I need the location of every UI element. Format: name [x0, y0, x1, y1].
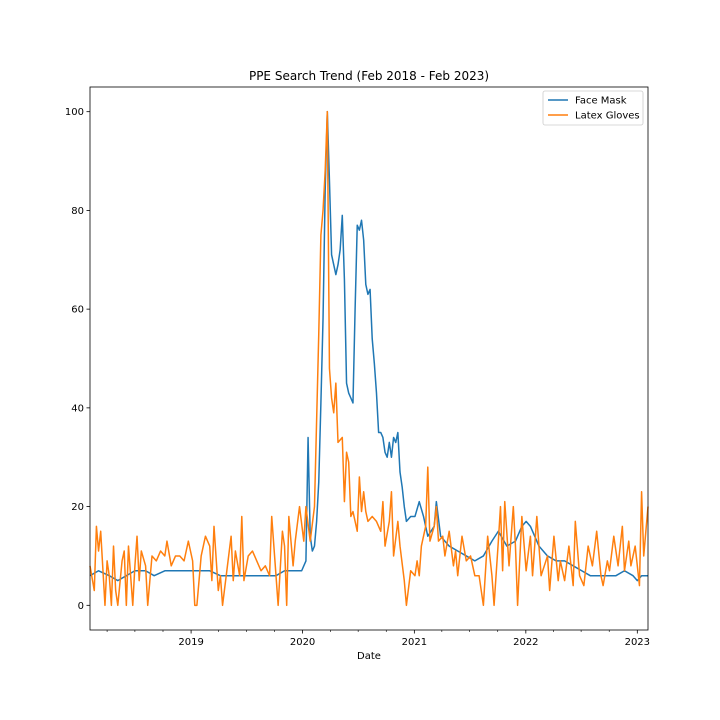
y-tick-label: 20	[71, 502, 84, 513]
legend-label: Face Mask	[575, 96, 627, 107]
x-tick-label: 2022	[513, 637, 538, 648]
x-tick-label: 2020	[290, 637, 315, 648]
y-axis: 0 20 40 60 80 100	[65, 107, 90, 612]
y-tick-label: 40	[71, 403, 84, 414]
y-tick-label: 0	[78, 601, 84, 612]
x-tick-label: 2021	[402, 637, 427, 648]
x-tick-label: 2019	[178, 637, 203, 648]
y-tick-label: 100	[65, 107, 84, 118]
y-tick-label: 80	[71, 206, 84, 217]
x-axis: 2019 2020 2021 2022 2023	[106, 630, 650, 648]
x-tick-label: 2023	[625, 637, 650, 648]
chart-title: PPE Search Trend (Feb 2018 - Feb 2023)	[249, 69, 489, 83]
plot-frame	[89, 86, 649, 631]
series-layer	[89, 110, 649, 607]
series-line-face-mask	[89, 110, 648, 582]
legend: Face Mask Latex Gloves	[542, 90, 644, 126]
y-tick-label: 60	[71, 305, 84, 316]
x-axis-label: Date	[357, 651, 381, 662]
series-line-latex-gloves	[89, 110, 649, 607]
plot-area	[89, 86, 649, 631]
legend-label: Latex Gloves	[575, 111, 640, 122]
